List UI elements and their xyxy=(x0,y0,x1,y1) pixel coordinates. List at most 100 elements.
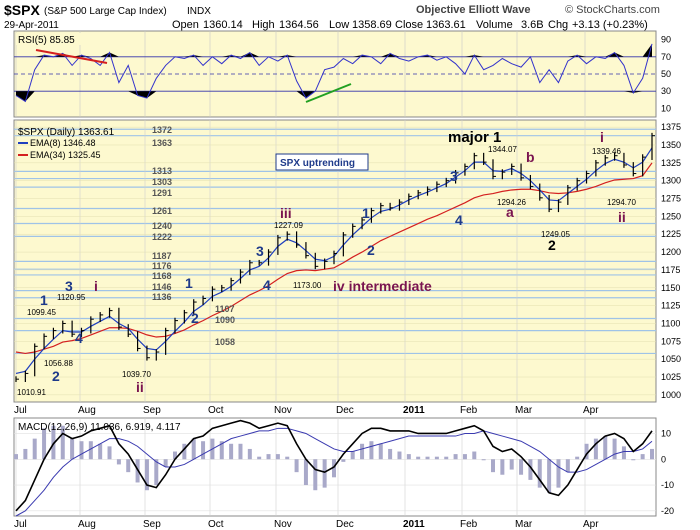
high-value: 1364.56 xyxy=(279,19,319,31)
wave-2b: 2 xyxy=(191,310,199,326)
macd-histogram-bar xyxy=(575,456,580,460)
label-1294-70: 1294.70 xyxy=(607,198,636,207)
level-labels: 1372 1363 1313 1303 1291 1261 1240 1222 … xyxy=(152,125,235,347)
open-label: Open xyxy=(172,19,199,31)
macd-histogram-bar xyxy=(472,451,477,460)
month-label-price: Feb xyxy=(460,405,478,416)
macd-histogram-bar xyxy=(584,443,589,460)
macd-histogram-bar xyxy=(107,446,112,460)
price-title: $SPX (Daily) 1363.61 xyxy=(18,127,115,138)
macd-histogram-bar xyxy=(547,459,552,493)
close-label: Close xyxy=(395,19,423,31)
level-1168: 1168 xyxy=(152,271,172,281)
exchange: INDX xyxy=(187,6,211,17)
price-tick-label: 1025 xyxy=(661,372,681,382)
macd-histogram-bar xyxy=(425,456,430,460)
price-value-labels: 1010.91 1099.45 1120.95 1056.88 1039.70 … xyxy=(17,145,636,397)
price-tick-label: 1200 xyxy=(661,247,681,257)
rsi-tick-label: 30 xyxy=(661,86,671,96)
macd-histogram-bar xyxy=(640,454,645,460)
macd-histogram-bar xyxy=(313,459,318,491)
label-1056-88: 1056.88 xyxy=(44,359,73,368)
month-label-macd: Mar xyxy=(515,519,533,530)
trend-box xyxy=(275,153,369,171)
month-label-price: Aug xyxy=(78,405,96,416)
month-label-macd: Feb xyxy=(460,519,478,530)
macd-histogram-bar xyxy=(444,456,449,460)
wave-ii-a: ii xyxy=(136,379,144,395)
rsi-panel: 10 30 50 70 90 RSI(5) 85.85 xyxy=(13,30,671,118)
ohlc-strip: Open 1360.14 High 1364.56 Low 1358.69 Cl… xyxy=(172,19,648,31)
macd-title: MACD(12,26,9) 11.036, 6.919, 4.117 xyxy=(18,422,181,433)
label-1344-07: 1344.07 xyxy=(488,145,517,154)
macd-histogram-bar xyxy=(332,459,336,478)
wave-3c: 3 xyxy=(450,168,458,184)
level-1187: 1187 xyxy=(152,251,172,261)
wave-i-b: i xyxy=(600,129,604,145)
price-tick-label: 1000 xyxy=(661,390,681,400)
macd-histogram-bar xyxy=(434,456,439,460)
volume-value: 3.6B xyxy=(521,19,544,31)
label-1339-46: 1339.46 xyxy=(592,147,621,156)
rsi-trendline-green xyxy=(305,83,352,103)
macd-histogram-bar xyxy=(257,456,262,460)
macd-histogram-bar xyxy=(32,438,37,460)
month-label-price: Jul xyxy=(14,405,27,416)
price-tick-label: 1250 xyxy=(661,211,681,221)
label-1249-05: 1249.05 xyxy=(541,230,570,239)
month-label-macd: Nov xyxy=(274,519,292,530)
month-label-price: Oct xyxy=(208,405,224,416)
macd-histogram-bar xyxy=(650,448,654,460)
level-1261: 1261 xyxy=(152,206,172,216)
rsi-title: RSI(5) 85.85 xyxy=(18,35,75,46)
macd-panel: 10 0 -10 -20 MACD(12,26,9) 11.036, 6.919, 4… xyxy=(13,417,674,530)
macd-histogram-bar xyxy=(23,448,28,460)
rsi-oversold-fill xyxy=(16,91,652,102)
macd-histogram-bar xyxy=(154,459,159,486)
low-value: 1358.69 xyxy=(352,19,392,31)
month-label-price: Apr xyxy=(583,405,599,416)
macd-signal-line xyxy=(15,427,653,517)
macd-histogram-bar xyxy=(593,438,598,460)
macd-histogram-bar xyxy=(144,459,149,491)
macd-histogram-bar xyxy=(453,454,458,460)
level-1222: 1222 xyxy=(152,232,172,242)
macd-histogram-bar xyxy=(303,459,308,486)
macd-histogram-bar xyxy=(322,459,327,488)
price-tick-label: 1225 xyxy=(661,229,681,239)
macd-histogram-bar xyxy=(537,459,542,488)
label-1099-45: 1099.45 xyxy=(27,308,56,317)
macd-histogram-bar xyxy=(603,436,608,460)
macd-histogram-bar xyxy=(285,456,290,460)
wave-4a: 4 xyxy=(75,330,83,346)
wave-1b: 1 xyxy=(185,275,193,291)
macd-histogram-bar xyxy=(238,443,243,460)
price-panel: 1000 1025 1050 1075 1100 1125 1150 1175 1200 1225… xyxy=(13,119,681,416)
month-label-price: Dec xyxy=(336,405,354,416)
wave-a: a xyxy=(506,204,514,220)
macd-histogram-bar xyxy=(229,443,234,460)
macd-histogram-bar xyxy=(481,459,486,461)
macd-histogram-bar xyxy=(388,448,393,460)
month-label-price: Sep xyxy=(143,405,161,416)
rsi-tick-label: 50 xyxy=(661,69,671,79)
wave-iv-intermediate: iv intermediate xyxy=(333,278,432,294)
macd-histogram-bar xyxy=(51,425,56,460)
month-label-macd: Sep xyxy=(143,519,161,530)
macd-tick-label: -20 xyxy=(661,506,674,516)
index-name: (S&P 500 Large Cap Index) xyxy=(44,6,167,17)
price-tick-label: 1275 xyxy=(661,194,681,204)
brand: Objective Elliott Wave xyxy=(416,4,531,16)
rsi-overbought-fill xyxy=(16,43,652,57)
macd-histogram-bar xyxy=(397,451,402,460)
macd-histogram-bar xyxy=(266,454,271,460)
wave-i-a: i xyxy=(94,278,98,294)
month-label-price: Nov xyxy=(274,405,292,416)
level-1058: 1058 xyxy=(215,337,235,347)
rsi-tick-label: 10 xyxy=(661,103,671,113)
macd-histogram-bar xyxy=(491,459,495,473)
price-tick-label: 1075 xyxy=(661,336,681,346)
macd-histogram-bar xyxy=(191,438,196,460)
macd-histogram-bar xyxy=(509,459,514,470)
month-label-macd: Apr xyxy=(583,519,599,530)
